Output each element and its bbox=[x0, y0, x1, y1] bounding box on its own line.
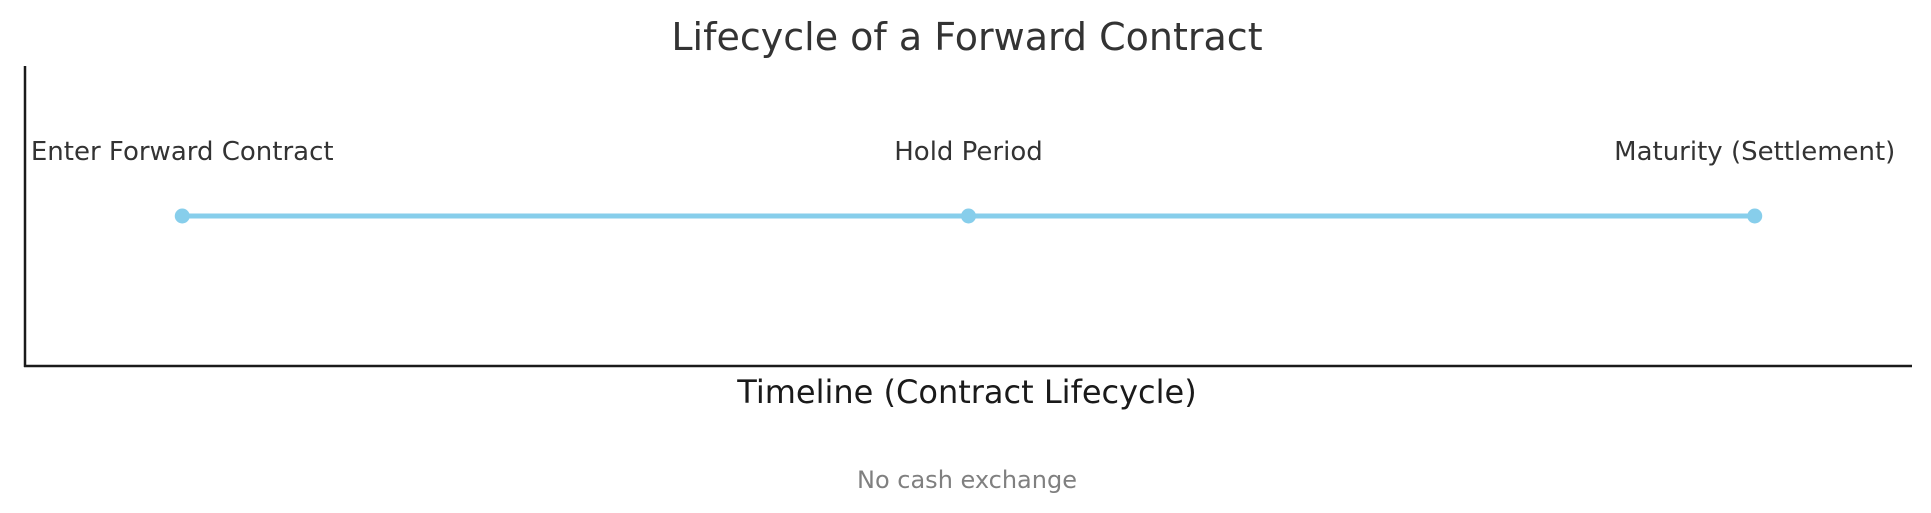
point-label: Maturity (Settlement) bbox=[1614, 137, 1895, 167]
data-point-marker bbox=[174, 208, 190, 224]
point-label-layer: Enter Forward Contract Hold Period Maturit… bbox=[31, 137, 1895, 167]
data-point-marker bbox=[1747, 208, 1763, 224]
point-label: Hold Period bbox=[894, 137, 1043, 167]
x-axis-label: Timeline (Contract Lifecycle) bbox=[736, 373, 1196, 411]
point-label: Enter Forward Contract bbox=[31, 137, 334, 167]
annotation-note: No cash exchange bbox=[857, 466, 1077, 494]
series-layer bbox=[174, 208, 1763, 224]
chart-title: Lifecycle of a Forward Contract bbox=[671, 15, 1262, 59]
data-point-marker bbox=[961, 208, 976, 224]
